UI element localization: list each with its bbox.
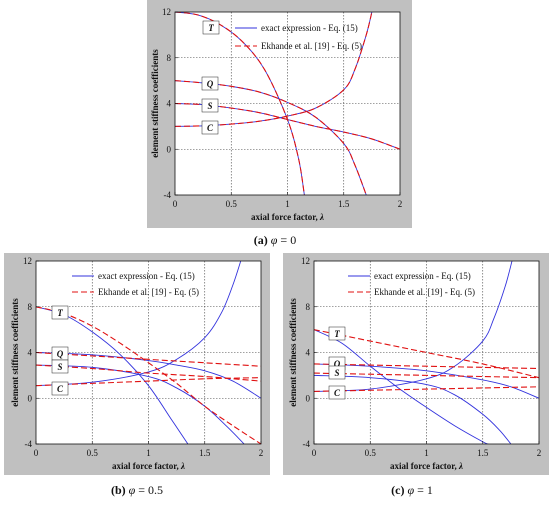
y-tick-label: -4 (164, 190, 172, 200)
y-tick-label: 8 (28, 302, 33, 312)
y-tick-label: 8 (167, 53, 172, 63)
legend-label-approx: Ekhande et al. [19] - Eq. (5) (374, 287, 475, 297)
series-line-approx-Q (314, 363, 539, 370)
y-tick-label: 12 (162, 7, 171, 17)
x-tick-label: 0 (34, 448, 39, 458)
panel-caption: (b) φ = 0.5 (111, 483, 163, 497)
series-line-exact-C (314, 261, 513, 392)
legend-label-approx: Ekhande et al. [19] - Eq. (5) (98, 287, 199, 297)
legend-label-exact: exact expression - Eq. (15) (261, 23, 358, 33)
series-line-approx-T (314, 329, 539, 379)
series-line-exact-S (36, 364, 245, 444)
y-tick-label: 0 (28, 393, 33, 403)
y-tick-label: 12 (301, 256, 310, 266)
x-tick-label: 2 (259, 448, 264, 458)
curve-label-T: T (334, 329, 340, 339)
curve-label-box (201, 120, 219, 135)
x-tick-label: 2 (537, 448, 542, 458)
x-tick-label: 0.5 (365, 448, 377, 458)
curve-label-T: T (208, 23, 214, 33)
curves (36, 261, 261, 444)
curve-label-C: C (57, 384, 64, 394)
x-tick-label: 0.5 (226, 199, 238, 209)
curve-label-S: S (334, 368, 339, 378)
y-tick-label: 4 (28, 348, 33, 358)
series-line-exact-Q (36, 352, 261, 399)
x-tick-label: 1.5 (338, 199, 350, 209)
y-tick-label: -4 (25, 439, 33, 449)
curve-label-box (202, 20, 220, 35)
x-tick-label: 0.5 (87, 448, 99, 458)
series-line-approx-T (36, 306, 261, 444)
series-line-approx-S (36, 364, 261, 382)
y-tick-label: 8 (306, 302, 311, 312)
legend-label-exact: exact expression - Eq. (15) (98, 271, 195, 281)
curve-label-S: S (57, 362, 62, 372)
x-tick-label: 2 (398, 199, 403, 209)
legend-label-approx: Ekhande et al. [19] - Eq. (5) (261, 41, 362, 51)
series-line-approx-C (36, 377, 261, 387)
y-tick-label: 0 (306, 393, 311, 403)
curve-label-Q: Q (334, 359, 341, 369)
curve-label-box (201, 98, 219, 113)
x-tick-label: 1.5 (477, 448, 489, 458)
y-tick-label: 4 (306, 348, 311, 358)
y-tick-label: 0 (167, 144, 172, 154)
curve-label-box (328, 326, 346, 341)
x-tick-label: 0 (312, 448, 317, 458)
y-tick-label: 12 (23, 256, 32, 266)
curve-label-box (201, 76, 219, 91)
curve-label-S: S (207, 101, 212, 111)
curve-label-box (328, 385, 346, 400)
curve-label-C: C (334, 388, 341, 398)
series-line-exact-C (36, 261, 242, 387)
series-line-approx-S (314, 372, 539, 379)
x-tick-label: 1 (285, 199, 290, 209)
y-tick-label: 4 (167, 99, 172, 109)
series-line-approx-Q (36, 351, 261, 367)
x-axis-label: axial force factor, λ (251, 212, 324, 222)
curve-label-Q: Q (57, 349, 64, 359)
y-tick-label: -4 (303, 439, 311, 449)
x-tick-label: 1 (424, 448, 429, 458)
x-axis-label: axial force factor, λ (390, 461, 463, 471)
curve-label-box (51, 359, 69, 374)
curve-label-C: C (207, 123, 214, 133)
legend-label-exact: exact expression - Eq. (15) (374, 271, 471, 281)
panel-caption: (c) φ = 1 (391, 483, 433, 497)
curves (314, 261, 539, 444)
panel-caption: (a) φ = 0 (254, 233, 296, 247)
x-tick-label: 1.5 (199, 448, 211, 458)
series-line-approx-C (175, 12, 373, 127)
curve-label-box (51, 305, 69, 320)
y-axis-label: element stiffness coefficients (150, 49, 160, 158)
series-line-approx-C (314, 386, 539, 392)
curve-label-box (328, 365, 346, 380)
curve-label-T: T (57, 308, 63, 318)
series-line-exact-T (314, 329, 489, 444)
x-axis-label: axial force factor, λ (112, 461, 185, 471)
y-axis-label: element stiffness coefficients (10, 298, 20, 407)
x-tick-label: 0 (173, 199, 178, 209)
curve-label-box (51, 381, 69, 396)
series-line-approx-T (175, 12, 305, 195)
curve-label-Q: Q (207, 79, 214, 89)
x-tick-label: 1 (146, 448, 151, 458)
series-line-exact-S (314, 374, 512, 444)
y-axis-label: element stiffness coefficients (288, 298, 298, 407)
